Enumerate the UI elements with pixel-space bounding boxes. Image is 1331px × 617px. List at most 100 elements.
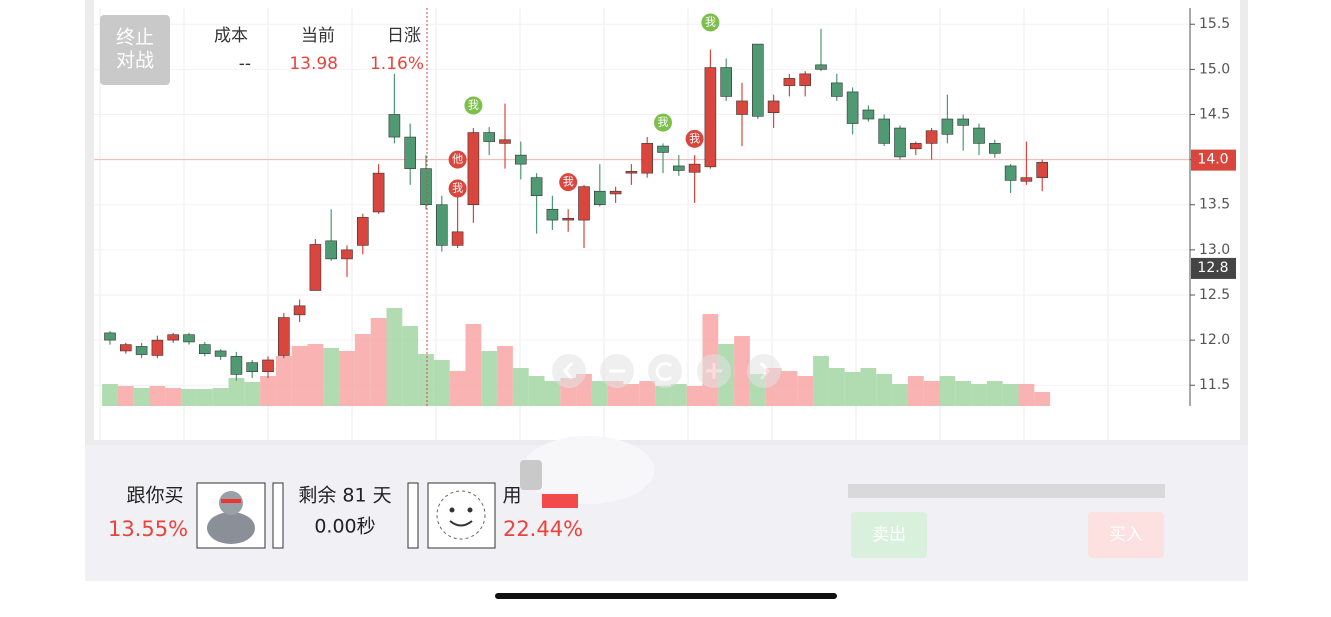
candle-body (878, 118, 891, 144)
candle-body (1036, 162, 1048, 178)
candle-body (246, 362, 258, 373)
y-tick-label: 11.5 (1199, 377, 1230, 393)
stop-button[interactable] (100, 15, 170, 85)
candle-body (593, 190, 606, 206)
divider (272, 482, 284, 549)
volume-bar (828, 368, 845, 406)
trade-marker-label: 我 (468, 98, 479, 111)
volume-bar (512, 368, 529, 406)
candle-body (578, 186, 590, 221)
zoom-controls (552, 354, 781, 388)
candle-body (641, 143, 654, 174)
volume-bar (591, 381, 608, 406)
candle-body (277, 317, 290, 356)
avatar-body (207, 512, 255, 544)
volume-bar (623, 384, 640, 406)
candle-body (941, 118, 954, 135)
info-label: 成本 (214, 26, 248, 46)
candle-body (783, 78, 796, 86)
y-tick-label: 15.5 (1199, 16, 1230, 32)
face-eye (449, 507, 455, 513)
candle-body (293, 305, 306, 316)
face-mouth (449, 520, 473, 527)
zoom-left[interactable] (552, 354, 586, 388)
candle-body (609, 190, 622, 195)
candle-body (120, 344, 132, 352)
candle-body (451, 231, 464, 246)
candle-body (309, 244, 322, 291)
sell-label[interactable]: 卖出 (872, 525, 906, 545)
candle-body (925, 130, 938, 144)
candle-body (199, 344, 211, 354)
info-label: 当前 (301, 26, 335, 46)
user-value: 22.44% (503, 517, 583, 541)
candle-body (467, 132, 480, 206)
follow-value: 13.55% (108, 517, 188, 541)
buy-label[interactable]: 买入 (1109, 525, 1143, 545)
stop-label[interactable]: 终止 (116, 27, 154, 49)
trade-marker (654, 113, 672, 132)
volume-bar (1002, 384, 1019, 406)
candle-body (214, 350, 227, 357)
trade-marker-label: 他 (452, 153, 463, 166)
candle-body (530, 177, 543, 197)
volume-bar (433, 360, 450, 406)
candles (104, 28, 1048, 381)
volume-bar (212, 388, 229, 406)
volume-bar (481, 351, 498, 406)
volume-bar (955, 381, 972, 406)
icon (706, 363, 722, 379)
buy-button[interactable] (1088, 512, 1164, 558)
candle-body (672, 165, 685, 171)
volume-bar (892, 384, 908, 406)
trade-marker (448, 179, 467, 198)
icon (759, 362, 770, 380)
candle-body (625, 171, 638, 174)
candle-body (404, 136, 417, 169)
stop-label[interactable]: 对战 (116, 50, 154, 72)
icon (655, 362, 673, 381)
candle-body (151, 339, 164, 356)
volume-bar (449, 371, 466, 406)
volume-bar (686, 386, 703, 406)
volume-bar (939, 376, 956, 406)
candle-body (830, 82, 843, 97)
candle-body (988, 143, 1001, 154)
volume-bar (971, 384, 987, 406)
volume-bar (528, 376, 545, 406)
trade-marker (448, 150, 467, 169)
volume-bar (544, 381, 561, 406)
trade-marker (701, 13, 720, 32)
candle-body (483, 132, 496, 142)
y-tick-label: 15.0 (1199, 61, 1230, 77)
candle-body (135, 346, 148, 355)
follow-label: 跟你买 (126, 485, 183, 507)
price-tag (1191, 149, 1236, 171)
volume-bar (339, 351, 355, 406)
volume-bar (655, 386, 671, 406)
face-outline (436, 490, 486, 540)
info-value: 1.16% (370, 54, 424, 74)
volume-bar (1034, 392, 1051, 406)
volume-bar (670, 384, 687, 406)
zoom-reset[interactable] (648, 354, 682, 388)
candle-body (341, 249, 353, 260)
sell-button[interactable] (851, 512, 927, 558)
candle-body (167, 334, 179, 341)
y-tick-label: 12.0 (1199, 332, 1230, 348)
volume-bar (133, 388, 150, 406)
candle-body (799, 73, 812, 86)
zoom-right[interactable] (747, 354, 781, 388)
volume-bar (813, 356, 829, 406)
volume-bar (497, 346, 513, 406)
y-tick-label: 12.5 (1199, 287, 1230, 303)
price-tag-label: 12.8 (1197, 260, 1228, 276)
volume-bar (1018, 384, 1035, 406)
volume-bar (418, 354, 434, 406)
volume-bar (465, 324, 482, 406)
price-tag (1191, 257, 1236, 279)
volume-bar (844, 372, 861, 406)
price-tag-label: 14.0 (1197, 152, 1228, 168)
user-badge (542, 494, 578, 508)
